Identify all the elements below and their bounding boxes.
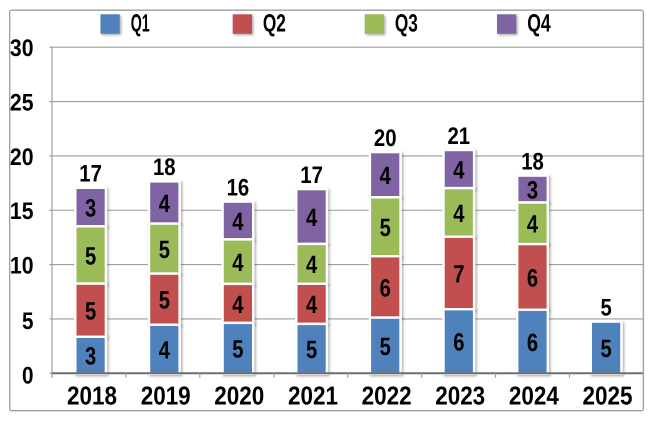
svg-text:2019: 2019 (141, 381, 191, 411)
svg-text:4: 4 (159, 190, 170, 218)
svg-text:5: 5 (232, 336, 243, 364)
svg-text:5: 5 (380, 214, 391, 242)
svg-text:2018: 2018 (67, 381, 117, 411)
svg-text:5: 5 (306, 336, 317, 364)
svg-text:5: 5 (159, 287, 170, 315)
svg-text:5: 5 (85, 242, 96, 270)
svg-text:17: 17 (300, 162, 323, 189)
svg-text:18: 18 (521, 148, 544, 175)
svg-text:4: 4 (232, 291, 243, 319)
svg-text:4: 4 (453, 157, 464, 185)
svg-text:2023: 2023 (435, 381, 485, 411)
svg-text:30: 30 (10, 35, 34, 62)
svg-text:4: 4 (453, 200, 464, 228)
svg-text:16: 16 (227, 174, 250, 201)
svg-text:3: 3 (85, 342, 96, 370)
svg-text:5: 5 (600, 294, 611, 321)
svg-text:5: 5 (22, 308, 34, 335)
svg-text:4: 4 (306, 204, 317, 232)
svg-text:4: 4 (232, 208, 243, 236)
svg-text:3: 3 (85, 195, 96, 223)
svg-text:21: 21 (448, 123, 471, 150)
svg-text:20: 20 (10, 144, 34, 171)
svg-text:20: 20 (374, 125, 397, 152)
svg-text:7: 7 (453, 260, 464, 288)
svg-text:4: 4 (527, 211, 538, 239)
svg-text:4: 4 (306, 251, 317, 279)
svg-text:4: 4 (159, 336, 170, 364)
svg-text:25: 25 (10, 90, 34, 117)
svg-text:Q3: Q3 (395, 10, 418, 38)
svg-text:10: 10 (10, 253, 34, 280)
svg-text:5: 5 (159, 236, 170, 264)
svg-text:6: 6 (527, 264, 538, 292)
svg-text:15: 15 (10, 198, 34, 225)
svg-text:5: 5 (85, 298, 96, 326)
svg-text:6: 6 (380, 274, 391, 302)
svg-text:17: 17 (79, 161, 102, 188)
svg-text:Q1: Q1 (131, 10, 150, 38)
svg-text:5: 5 (380, 333, 391, 361)
svg-text:2024: 2024 (509, 381, 559, 411)
svg-text:0: 0 (22, 363, 34, 390)
svg-text:2025: 2025 (583, 381, 633, 411)
svg-text:2021: 2021 (288, 381, 338, 411)
svg-text:18: 18 (153, 154, 176, 181)
svg-text:5: 5 (601, 335, 612, 363)
svg-text:6: 6 (453, 329, 464, 357)
svg-text:Q2: Q2 (263, 10, 286, 38)
svg-text:2020: 2020 (214, 381, 264, 411)
svg-text:3: 3 (527, 177, 538, 205)
svg-text:2022: 2022 (362, 381, 412, 411)
svg-text:Q4: Q4 (527, 10, 551, 38)
svg-text:6: 6 (527, 329, 538, 357)
svg-text:4: 4 (232, 249, 243, 277)
svg-text:4: 4 (306, 291, 317, 319)
svg-text:4: 4 (380, 162, 391, 190)
